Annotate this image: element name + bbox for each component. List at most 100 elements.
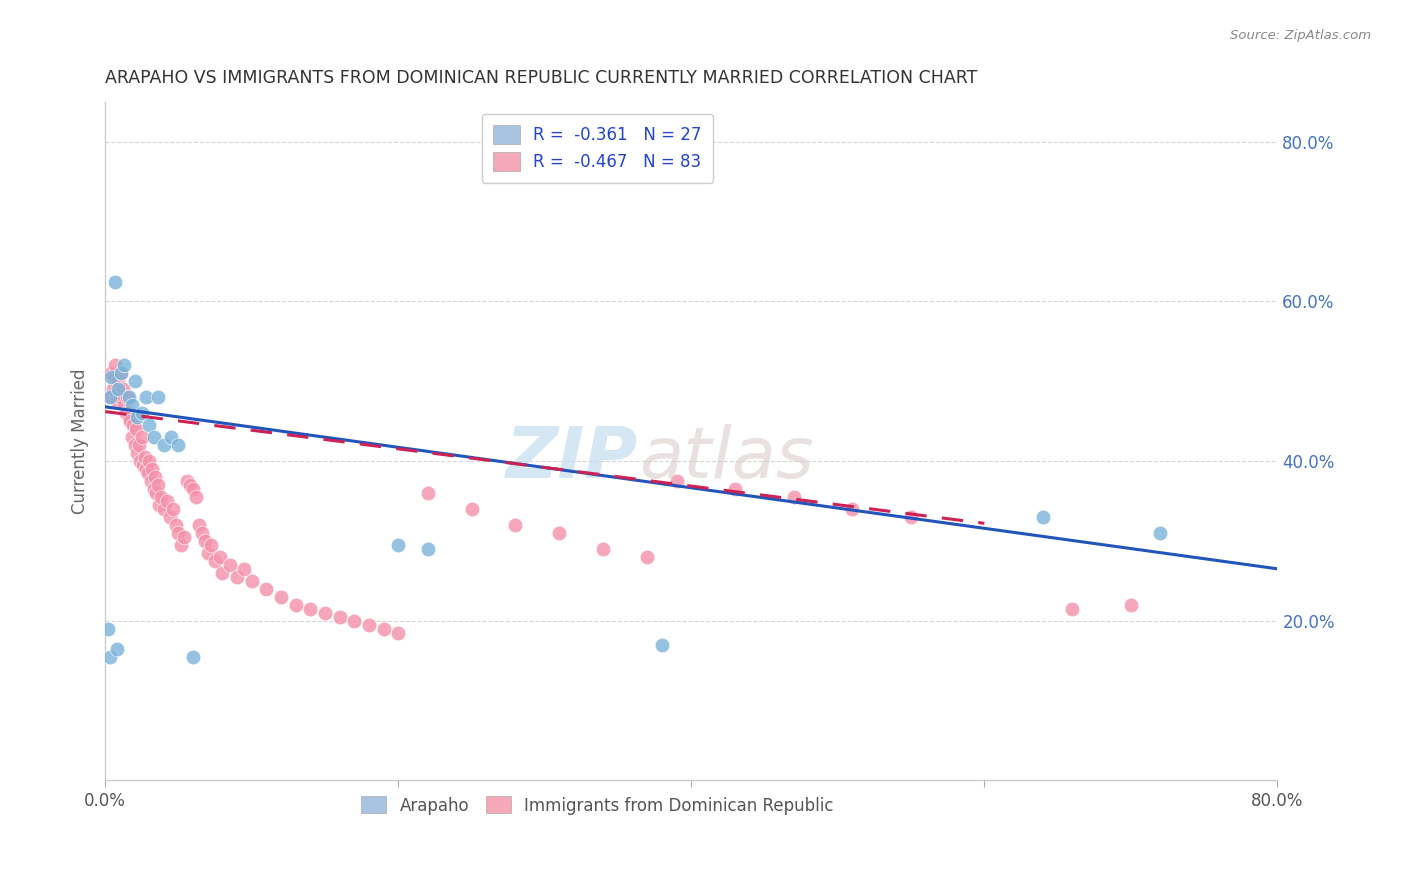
Point — [146, 390, 169, 404]
Point — [159, 510, 181, 524]
Point — [218, 558, 240, 572]
Point — [211, 566, 233, 580]
Point — [132, 458, 155, 472]
Point — [314, 606, 336, 620]
Point — [142, 430, 165, 444]
Point — [138, 454, 160, 468]
Point — [162, 502, 184, 516]
Text: ZIP: ZIP — [506, 424, 638, 492]
Point — [127, 410, 149, 425]
Point — [167, 525, 190, 540]
Point — [1119, 598, 1142, 612]
Point — [141, 462, 163, 476]
Point — [284, 598, 307, 612]
Point — [173, 530, 195, 544]
Point — [98, 390, 121, 404]
Point — [179, 478, 201, 492]
Point — [136, 466, 159, 480]
Point — [108, 390, 131, 404]
Point — [460, 502, 482, 516]
Point — [387, 538, 409, 552]
Point — [104, 359, 127, 373]
Point — [98, 649, 121, 664]
Point — [176, 474, 198, 488]
Point — [149, 490, 172, 504]
Point — [153, 438, 176, 452]
Point — [181, 482, 204, 496]
Point — [135, 462, 157, 476]
Point — [592, 541, 614, 556]
Point — [188, 517, 211, 532]
Point — [111, 382, 134, 396]
Point — [134, 450, 156, 464]
Point — [107, 374, 129, 388]
Point — [900, 510, 922, 524]
Point — [124, 438, 146, 452]
Point — [146, 478, 169, 492]
Point — [1062, 601, 1084, 615]
Point — [240, 574, 263, 588]
Point — [107, 382, 129, 396]
Point — [153, 502, 176, 516]
Point — [103, 370, 125, 384]
Point — [145, 486, 167, 500]
Text: ARAPAHO VS IMMIGRANTS FROM DOMINICAN REPUBLIC CURRENTLY MARRIED CORRELATION CHAR: ARAPAHO VS IMMIGRANTS FROM DOMINICAN REP… — [105, 69, 977, 87]
Point — [270, 590, 292, 604]
Point — [170, 538, 193, 552]
Point — [167, 438, 190, 452]
Point — [100, 370, 122, 384]
Point — [122, 418, 145, 433]
Point — [1032, 510, 1054, 524]
Point — [233, 562, 256, 576]
Point — [138, 418, 160, 433]
Point — [208, 549, 231, 564]
Point — [636, 549, 658, 564]
Point — [194, 533, 217, 548]
Point — [651, 638, 673, 652]
Point — [128, 438, 150, 452]
Legend: Arapaho, Immigrants from Dominican Republic: Arapaho, Immigrants from Dominican Repub… — [353, 788, 842, 822]
Point — [101, 382, 124, 396]
Point — [125, 422, 148, 436]
Point — [181, 649, 204, 664]
Y-axis label: Currently Married: Currently Married — [72, 368, 89, 514]
Point — [115, 390, 138, 404]
Point — [329, 609, 352, 624]
Text: atlas: atlas — [638, 424, 813, 492]
Point — [127, 446, 149, 460]
Point — [226, 570, 249, 584]
Point — [105, 641, 128, 656]
Point — [299, 601, 322, 615]
Point — [665, 474, 688, 488]
Point — [120, 414, 142, 428]
Point — [97, 622, 120, 636]
Point — [254, 582, 277, 596]
Point — [148, 498, 170, 512]
Point — [416, 541, 439, 556]
Point — [100, 366, 122, 380]
Point — [343, 614, 366, 628]
Point — [139, 474, 162, 488]
Point — [197, 546, 219, 560]
Point — [98, 390, 121, 404]
Point — [110, 366, 132, 380]
Point — [124, 374, 146, 388]
Point — [121, 430, 143, 444]
Point — [783, 490, 806, 504]
Point — [121, 398, 143, 412]
Point — [112, 398, 135, 412]
Point — [724, 482, 747, 496]
Point — [131, 406, 153, 420]
Point — [114, 406, 136, 420]
Point — [184, 490, 207, 504]
Point — [387, 625, 409, 640]
Point — [118, 390, 141, 404]
Text: Source: ZipAtlas.com: Source: ZipAtlas.com — [1230, 29, 1371, 42]
Point — [156, 494, 179, 508]
Point — [165, 517, 187, 532]
Point — [191, 525, 214, 540]
Point — [104, 275, 127, 289]
Point — [118, 410, 141, 425]
Point — [200, 538, 222, 552]
Point — [135, 390, 157, 404]
